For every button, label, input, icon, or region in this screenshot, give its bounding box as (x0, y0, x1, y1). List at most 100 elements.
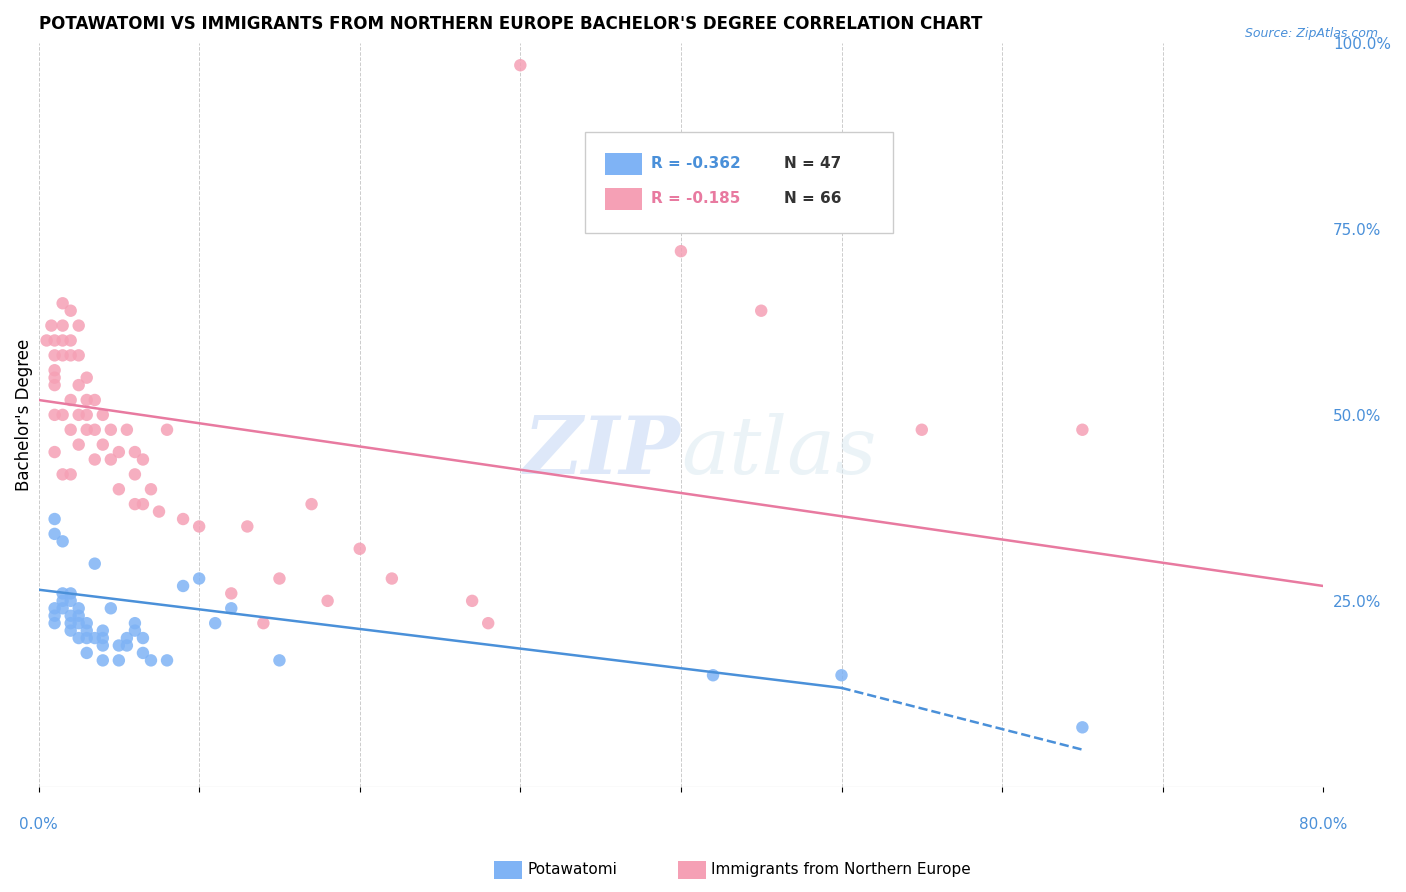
Point (156, 423, 179, 437)
Point (1071, 720, 1094, 734)
Point (108, 639, 131, 653)
Point (219, 601, 242, 615)
Point (349, 541, 371, 556)
Point (52, 318, 75, 333)
Point (59, 608, 82, 623)
Point (67, 378, 90, 392)
Point (59, 423, 82, 437)
Point (52, 348, 75, 362)
Point (124, 497, 146, 511)
Y-axis label: Bachelor's Degree: Bachelor's Degree (15, 339, 32, 491)
Point (44, 334, 66, 348)
Point (148, 505, 170, 519)
Point (44, 616, 66, 631)
Point (83, 452, 105, 467)
Point (35, 334, 58, 348)
Point (59, 348, 82, 362)
Point (52, 296, 75, 310)
Point (67, 616, 90, 631)
Text: N = 47: N = 47 (783, 156, 841, 171)
Text: 0.0%: 0.0% (20, 817, 58, 832)
Point (41, 318, 63, 333)
Point (91, 408, 114, 422)
Point (132, 452, 155, 467)
Text: N = 66: N = 66 (783, 191, 841, 206)
Point (76, 408, 98, 422)
Point (52, 601, 75, 615)
Point (477, 616, 499, 631)
Point (44, 445, 66, 459)
Point (59, 334, 82, 348)
Point (1071, 423, 1094, 437)
Point (52, 534, 75, 549)
Point (301, 497, 323, 511)
Point (132, 631, 155, 645)
Point (76, 423, 98, 437)
Point (115, 423, 138, 437)
Point (669, 244, 692, 259)
Point (108, 445, 131, 459)
Point (831, 668, 853, 682)
Point (252, 616, 274, 631)
Point (749, 303, 772, 318)
Point (83, 392, 105, 407)
Point (76, 392, 98, 407)
Point (59, 594, 82, 608)
Text: ZIP: ZIP (524, 413, 681, 491)
Point (124, 467, 146, 482)
Point (52, 334, 75, 348)
Point (83, 631, 105, 645)
Text: 80.0%: 80.0% (1299, 817, 1347, 832)
Point (67, 348, 90, 362)
Point (67, 631, 90, 645)
Point (132, 497, 155, 511)
Point (100, 452, 122, 467)
Point (108, 483, 131, 497)
Point (67, 408, 90, 422)
Point (44, 378, 66, 392)
Point (108, 653, 131, 667)
Point (67, 601, 90, 615)
Point (67, 608, 90, 623)
Point (269, 653, 291, 667)
Point (269, 572, 291, 586)
Point (124, 616, 146, 631)
FancyBboxPatch shape (605, 153, 643, 175)
Point (76, 624, 98, 638)
Point (188, 572, 211, 586)
Point (52, 467, 75, 482)
Point (59, 303, 82, 318)
Point (219, 586, 242, 600)
Text: Potawatomi: Potawatomi (527, 863, 617, 877)
Point (911, 423, 934, 437)
Point (124, 624, 146, 638)
Point (236, 519, 259, 533)
FancyBboxPatch shape (605, 188, 643, 210)
Point (52, 594, 75, 608)
Point (52, 408, 75, 422)
Point (91, 653, 114, 667)
Point (67, 318, 90, 333)
Point (76, 646, 98, 660)
Point (156, 653, 179, 667)
Point (91, 631, 114, 645)
Point (44, 527, 66, 541)
Text: Immigrants from Northern Europe: Immigrants from Northern Europe (711, 863, 972, 877)
Text: atlas: atlas (681, 413, 876, 491)
Point (44, 601, 66, 615)
Text: POTAWATOMI VS IMMIGRANTS FROM NORTHERN EUROPE BACHELOR'S DEGREE CORRELATION CHAR: POTAWATOMI VS IMMIGRANTS FROM NORTHERN E… (38, 15, 981, 33)
Point (44, 408, 66, 422)
Point (188, 519, 211, 533)
Point (702, 668, 724, 682)
Point (52, 586, 75, 600)
Point (115, 639, 138, 653)
Point (83, 557, 105, 571)
FancyBboxPatch shape (585, 132, 893, 233)
Text: R = -0.185: R = -0.185 (651, 191, 741, 206)
Point (316, 594, 339, 608)
Point (59, 586, 82, 600)
Point (91, 639, 114, 653)
Point (44, 608, 66, 623)
Point (44, 348, 66, 362)
Point (124, 445, 146, 459)
